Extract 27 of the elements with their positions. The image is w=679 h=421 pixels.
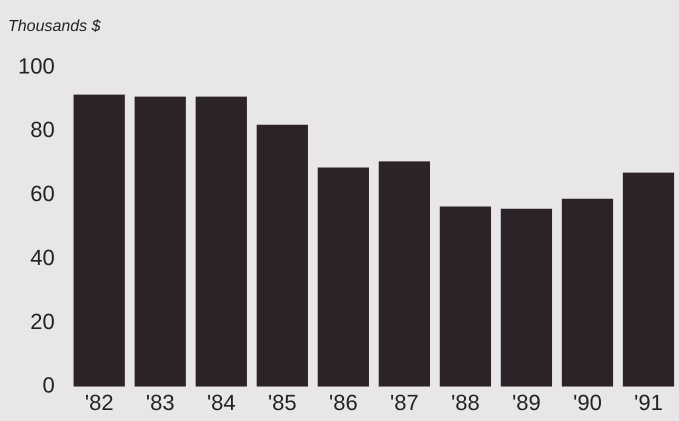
- bar: [134, 96, 186, 387]
- x-tick-label: '89: [512, 390, 541, 415]
- x-tick-label: '88: [451, 390, 480, 415]
- x-tick-label: '85: [268, 390, 297, 415]
- bar: [256, 124, 308, 387]
- y-tick-label: 60: [30, 181, 55, 206]
- y-tick-label: 100: [18, 53, 55, 78]
- x-tick-label: '86: [329, 390, 358, 415]
- bar: [196, 96, 247, 387]
- y-tick-label: 40: [30, 244, 55, 270]
- x-tick-label: '83: [146, 390, 175, 415]
- x-tick-label: '91: [634, 390, 663, 415]
- x-tick-label: '87: [390, 390, 419, 415]
- y-tick-label: 0: [42, 372, 55, 398]
- bar: [378, 161, 430, 387]
- y-tick-label: 20: [30, 308, 55, 334]
- bar: [622, 172, 674, 387]
- x-tick-label: '82: [84, 390, 114, 415]
- y-tick-label: 80: [30, 117, 55, 142]
- x-tick-label: '84: [206, 390, 236, 415]
- x-tick-label: '90: [573, 390, 602, 415]
- bar: [500, 208, 552, 387]
- bar: [318, 167, 369, 387]
- bar: [440, 206, 492, 387]
- y-axis-title: Thousands $: [8, 18, 101, 36]
- bar: [562, 198, 614, 387]
- bar: [74, 94, 125, 387]
